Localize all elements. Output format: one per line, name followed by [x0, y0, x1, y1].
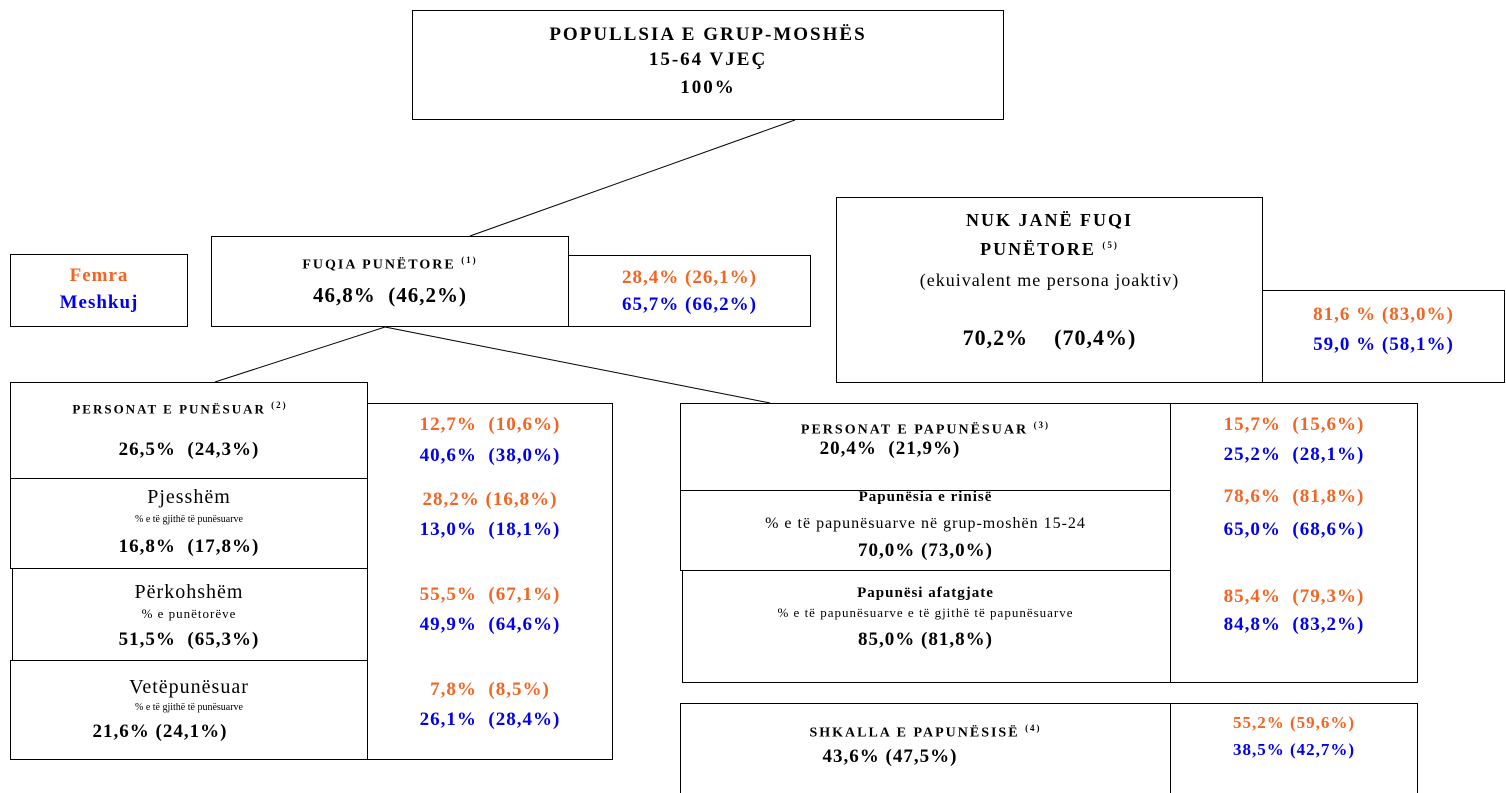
element: PERSONAT E PUNËSUAR (2): [10, 393, 350, 417]
male-value: 59,0 % (58,1%): [1313, 334, 1454, 355]
unemployed-total: 20,4% (21,9%): [819, 438, 961, 459]
inactive-subtitle: (ekuivalent me persona joaktiv): [919, 270, 1180, 290]
row-desc: % e të gjithë të punësuarve: [134, 702, 243, 713]
row-label: Pjesshëm: [147, 486, 231, 508]
rate-side: [1170, 703, 1418, 793]
inactive-total: 70,2% (70,4%): [962, 325, 1137, 350]
note: (5): [1102, 240, 1119, 250]
male-value: 26,1% (28,4%): [419, 709, 561, 730]
female-value: 55,5% (67,1%): [419, 584, 561, 605]
male-value: 40,6% (38,0%): [419, 445, 561, 466]
female-value: 78,6% (81,8%): [1223, 486, 1365, 507]
labor-force-side: [568, 255, 811, 327]
male-value: 65,7% (66,2%): [622, 294, 757, 315]
row-label: Përkohshëm: [134, 581, 244, 603]
row-desc: % e të papunësuarve e të gjithë të papun…: [777, 605, 1074, 620]
male-value: 13,0% (18,1%): [419, 519, 561, 540]
male-value: 84,8% (83,2%): [1223, 614, 1365, 635]
male-value: 25,2% (28,1%): [1223, 444, 1365, 465]
note: (3): [1033, 420, 1051, 430]
row-total: 70,0% (73,0%): [858, 540, 993, 561]
female-value: 81,6 % (83,0%): [1313, 304, 1454, 325]
row-total: 16,8% (17,8%): [118, 536, 260, 557]
row-total: 21,6% (24,1%): [92, 721, 228, 742]
root-title: POPULLSIA E GRUP-MOSHËS: [549, 24, 867, 45]
element: FUQIA PUNËTORE (1): [211, 248, 569, 273]
row-box: [10, 478, 368, 569]
root-box: [412, 10, 1004, 120]
root-value: 100%: [680, 77, 736, 98]
row-box: [10, 660, 368, 760]
legend-male: Meshkuj: [59, 292, 139, 313]
note: (2): [271, 400, 288, 410]
note: (4): [1025, 723, 1042, 733]
female-value: 28,4% (26,1%): [622, 267, 757, 288]
female-value: 55,2% (59,6%): [1232, 713, 1356, 732]
row-total: 51,5% (65,3%): [118, 629, 260, 650]
row-box: [682, 570, 1171, 683]
row-label: Vetëpunësuar: [129, 676, 249, 698]
inactive-box: [836, 197, 1263, 383]
root-age: 15-64 VJEÇ: [648, 49, 768, 70]
inactive-title: PUNËTORE: [980, 239, 1096, 259]
inactive-title: NUK JANË FUQI: [965, 210, 1133, 230]
employed-box: [10, 382, 368, 479]
inactive-side: [1262, 290, 1505, 383]
note: (1): [461, 255, 478, 265]
female-value: 85,4% (79,3%): [1223, 586, 1365, 607]
element: PUNËTORE (5): [836, 233, 1263, 259]
rate-total: 43,6% (47,5%): [822, 746, 958, 767]
connector: [214, 326, 386, 383]
row-desc: % e të gjithë të punësuarve: [134, 514, 243, 525]
male-value: 65,0% (68,6%): [1223, 519, 1365, 540]
connector: [469, 119, 796, 237]
female-value: 12,7% (10,6%): [419, 414, 561, 435]
unemployed-title: PERSONAT E PAPUNËSUAR: [800, 422, 1029, 438]
legend-female: Femra: [69, 265, 129, 286]
row-box: [12, 568, 368, 661]
row-total: 85,0% (81,8%): [858, 629, 993, 650]
element: SHKALLA E PAPUNËSISË (4): [680, 716, 1171, 741]
employed-side: [367, 403, 613, 760]
rate-title: SHKALLA E PAPUNËSISË: [809, 725, 1020, 741]
row-desc: % e punëtorëve: [141, 606, 237, 621]
labor-force-total: 46,8% (46,2%): [313, 283, 467, 307]
female-value: 7,8% (8,5%): [430, 679, 550, 700]
rate-box: [680, 703, 1171, 793]
connector: [384, 326, 771, 404]
row-label: Papunësi afatgjate: [857, 585, 994, 601]
male-value: 49,9% (64,6%): [419, 614, 561, 635]
row-label: Papunësia e rinisë: [858, 489, 993, 505]
female-value: 28,2% (16,8%): [422, 489, 558, 510]
male-value: 38,5% (42,7%): [1232, 740, 1356, 759]
unemployed-side: [1170, 403, 1418, 683]
element: PERSONAT E PAPUNËSUAR (3): [680, 413, 1171, 438]
employed-total: 26,5% (24,3%): [118, 439, 260, 460]
female-value: 15,7% (15,6%): [1223, 414, 1365, 435]
row-desc: % e të papunësuarve në grup-moshën 15-24: [765, 515, 1086, 532]
labor-force-title: FUQIA PUNËTORE: [302, 257, 456, 273]
labor-force-box: [211, 236, 569, 327]
legend-box: [10, 254, 188, 327]
employed-title: PERSONAT E PUNËSUAR: [72, 401, 266, 417]
